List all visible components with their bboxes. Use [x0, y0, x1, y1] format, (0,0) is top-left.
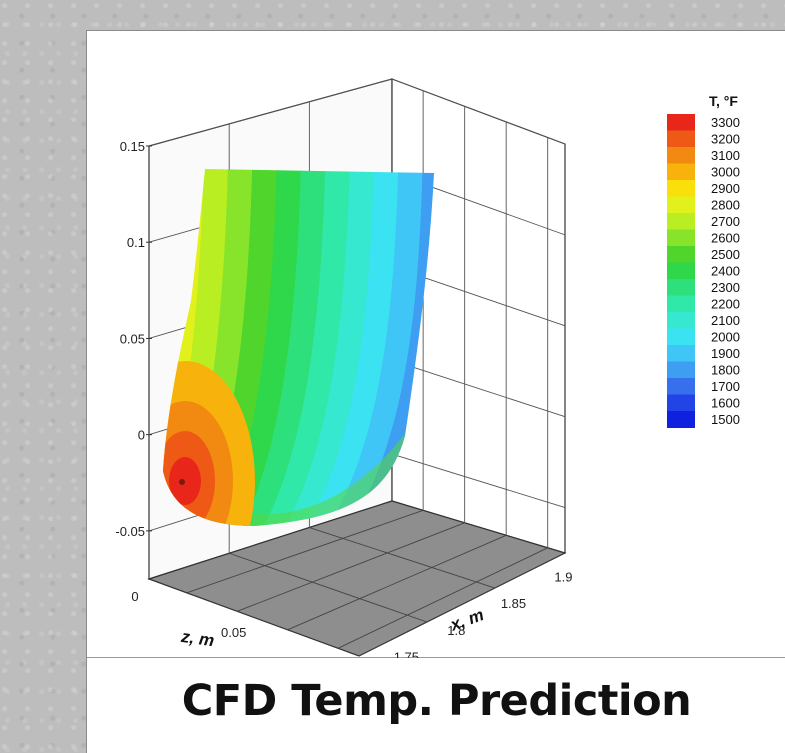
legend-swatch [667, 262, 695, 280]
legend-swatch [667, 312, 695, 329]
legend-swatch [667, 213, 695, 230]
legend-title: T, °F [709, 93, 738, 109]
legend-swatch [667, 163, 695, 181]
legend-swatch [667, 345, 695, 362]
floor-grid-line [337, 547, 548, 649]
floor-grid-line [287, 534, 507, 631]
y-tick-label: 0.1 [127, 235, 145, 250]
x-tick-label: 1.75 [394, 650, 419, 658]
legend-swatch [667, 246, 695, 263]
legend-label: 3000 [711, 165, 740, 180]
surface-band [330, 169, 434, 526]
surface-band [163, 169, 229, 526]
grid-line-right [391, 359, 566, 418]
surface-band [249, 169, 351, 526]
legend-swatch [667, 378, 695, 395]
z-tick-label: 0.05 [221, 625, 246, 640]
grid-line-left [148, 78, 393, 147]
legend-label: 2300 [711, 280, 740, 295]
z-tick-label: 0 [131, 589, 138, 604]
surface-band [168, 169, 254, 526]
floor-plane [147, 500, 567, 657]
temperature-surface [163, 169, 434, 526]
x-tick-label: 1.85 [501, 596, 526, 611]
floor-grid-line [186, 509, 424, 594]
legend-swatch [667, 229, 695, 247]
legend-swatch [667, 328, 695, 346]
legend-swatch [667, 180, 695, 197]
legend-label: 2200 [711, 297, 740, 312]
grid-line-right [391, 78, 566, 145]
floor-grid-line [237, 522, 465, 612]
hot-spot-center [179, 479, 185, 485]
legend-swatch [667, 196, 695, 214]
legend-label: 3200 [711, 132, 740, 147]
legend-label: 2000 [711, 330, 740, 345]
y-tick-label: 0 [138, 428, 145, 443]
legend-label: 3100 [711, 148, 740, 163]
surface-band [269, 169, 375, 526]
legend-label: 2500 [711, 247, 740, 262]
legend-swatch [667, 130, 695, 148]
surface-band [310, 169, 424, 526]
legend-label: 1900 [711, 346, 740, 361]
floor-grid-line [229, 552, 428, 623]
x-tick-label: 1.9 [554, 569, 572, 584]
floor-grid-line [309, 527, 496, 589]
legend-swatch [667, 114, 695, 131]
legend-label: 3300 [711, 115, 740, 130]
legend-swatch [667, 279, 695, 296]
legend-label: 1600 [711, 396, 740, 411]
x-tick-label: 1.8 [447, 623, 465, 638]
legend-swatch [667, 411, 695, 428]
z-axis-title: z, m [179, 627, 215, 651]
surface-band [188, 169, 278, 526]
legend-swatch [667, 147, 695, 164]
legend-label: 1800 [711, 363, 740, 378]
legend-label: 2900 [711, 181, 740, 196]
legend-swatch [667, 394, 695, 412]
surface-band [290, 169, 400, 526]
legend-swatch [667, 295, 695, 313]
legend-label: 1700 [711, 379, 740, 394]
legend-label: 2600 [711, 231, 740, 246]
y-tick-label: 0.15 [120, 139, 145, 154]
surface-band [208, 169, 302, 526]
surface-band [229, 169, 327, 526]
legend-label: 2700 [711, 214, 740, 229]
caption-title: CFD Temp. Prediction [181, 676, 692, 726]
y-tick-label: -0.05 [115, 524, 145, 539]
legend-label: 2100 [711, 313, 740, 328]
legend-label: 2800 [711, 198, 740, 213]
legend-label: 1500 [711, 412, 740, 427]
hot-spot-contour [169, 457, 201, 505]
grid-line-right [391, 453, 566, 508]
legend-swatch [667, 361, 695, 379]
y-tick-label: 0.05 [120, 331, 145, 346]
legend-label: 2400 [711, 264, 740, 279]
